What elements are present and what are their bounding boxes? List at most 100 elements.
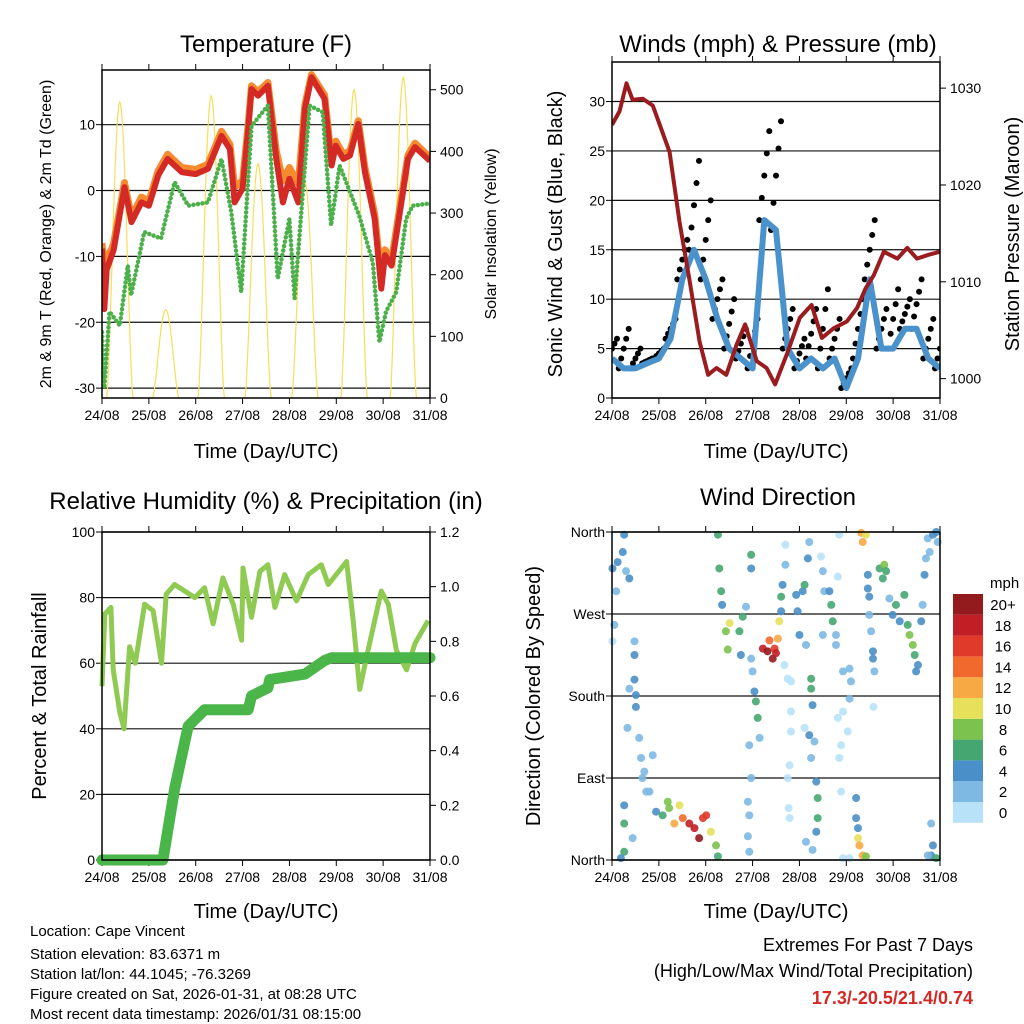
gust-point xyxy=(770,199,777,206)
extremes-subtitle: (High/Low/Max Wind/Total Precipitation) xyxy=(654,961,973,981)
y-right-tick-label: 1010 xyxy=(950,274,981,290)
direction-point xyxy=(923,851,932,860)
x-tick-label: 24/08 xyxy=(594,407,629,423)
direction-point xyxy=(805,538,814,547)
gust-point xyxy=(789,306,796,313)
direction-point xyxy=(775,617,784,626)
x-tick-label: 29/08 xyxy=(319,407,354,423)
direction-point xyxy=(702,811,711,820)
direction-point xyxy=(784,804,793,813)
legend-swatch xyxy=(953,635,983,657)
legend-swatch xyxy=(953,781,983,802)
y-right-tick-label: 1000 xyxy=(950,371,981,387)
direction-point xyxy=(801,837,810,846)
solar-ylabel: Solar Insolation (Yellow) xyxy=(483,148,500,319)
y-tick-label: 10 xyxy=(589,291,605,307)
winds-title: Winds (mph) & Pressure (mb) xyxy=(619,31,936,58)
direction-point xyxy=(620,801,629,810)
direction-point xyxy=(837,787,846,796)
gust-point xyxy=(831,335,838,342)
direction-point xyxy=(620,847,629,856)
direction-point xyxy=(813,794,822,803)
direction-point xyxy=(721,627,730,636)
direction-point xyxy=(800,723,809,732)
gust-point xyxy=(873,345,880,352)
y-tick-label: East xyxy=(577,770,605,786)
extremes-values: 17.3/-20.5/21.4/0.74 xyxy=(812,988,973,1008)
direction-point xyxy=(812,777,821,786)
gust-point xyxy=(629,360,636,367)
direction-point xyxy=(753,713,762,722)
y-tick-label: West xyxy=(573,606,605,622)
direction-point xyxy=(839,667,848,676)
direction-point xyxy=(735,627,744,636)
direction-point xyxy=(808,701,817,710)
y-tick-label: -10 xyxy=(75,248,95,264)
gust-point xyxy=(796,350,803,357)
legend-label: 10 xyxy=(995,701,1012,718)
legend-label: 0 xyxy=(999,805,1007,822)
direction-point xyxy=(638,774,647,782)
direction-point xyxy=(785,761,794,770)
gust-point xyxy=(824,286,831,293)
direction-point xyxy=(869,702,878,711)
gust-point xyxy=(883,306,890,313)
gust-point xyxy=(632,355,639,362)
legend-swatch xyxy=(953,656,983,678)
direction-point xyxy=(763,647,772,656)
direction-point xyxy=(723,645,732,654)
gust-point xyxy=(822,306,829,313)
direction-point xyxy=(846,677,855,686)
pressure-ylabel: Station Pressure (Maroon) xyxy=(1002,117,1024,352)
direction-point xyxy=(786,677,795,686)
direction-point xyxy=(882,567,891,576)
y-tick-label: 60 xyxy=(79,655,95,671)
direction-point xyxy=(613,558,622,567)
temperature-frame xyxy=(101,69,431,399)
created-text: Figure created on Sat, 2026-01-31, at 08… xyxy=(30,986,357,1003)
gust-point xyxy=(880,315,887,322)
legend-label: 6 xyxy=(999,743,1007,760)
legend-swatch xyxy=(953,698,983,719)
direction-point xyxy=(863,570,872,579)
x-tick-label: 26/08 xyxy=(688,869,723,885)
direction-point xyxy=(786,707,795,716)
gust-point xyxy=(895,286,902,293)
y-tick-label: 0 xyxy=(87,852,95,868)
direction-point xyxy=(921,554,930,563)
gust-point xyxy=(634,350,641,357)
gust-point xyxy=(906,296,913,303)
x-tick-label: 30/08 xyxy=(366,407,401,423)
gust-point xyxy=(775,145,782,152)
solar-line xyxy=(340,87,368,398)
direction-point xyxy=(625,574,634,583)
direction-point xyxy=(685,819,694,828)
direction-point xyxy=(801,640,810,649)
x-tick-label: 30/08 xyxy=(366,869,401,885)
direction-point xyxy=(648,751,657,760)
pressure-line xyxy=(612,81,940,387)
gust-point xyxy=(674,276,681,283)
legend-label: 2 xyxy=(999,784,1007,801)
direction-point xyxy=(612,587,621,596)
direction-point xyxy=(912,667,921,676)
y-right-tick-label: 1.0 xyxy=(440,579,460,595)
sonic-wind-line xyxy=(612,217,940,392)
legend-swatch xyxy=(953,760,983,782)
gust-point xyxy=(684,236,691,243)
legend-label: 12 xyxy=(995,680,1012,697)
direction-point xyxy=(918,600,927,609)
gust-point xyxy=(766,128,773,135)
direction-point xyxy=(895,617,904,626)
direction-point xyxy=(878,574,887,583)
temperature-marks xyxy=(102,71,430,398)
direction-point xyxy=(867,627,876,636)
direction-point xyxy=(863,584,872,593)
direction-point xyxy=(742,602,751,611)
x-tick-label: 31/08 xyxy=(922,407,957,423)
y-tick-label: -30 xyxy=(75,380,95,396)
humidity-plot: 0 20 40 60 80 100 0.0 0.2 0.4 0.6 0.8 1.0 1.2 24/08 25… xyxy=(72,524,460,885)
direction-point xyxy=(713,852,722,861)
direction-ylabel: Direction (Colored By Speed) xyxy=(523,566,545,826)
